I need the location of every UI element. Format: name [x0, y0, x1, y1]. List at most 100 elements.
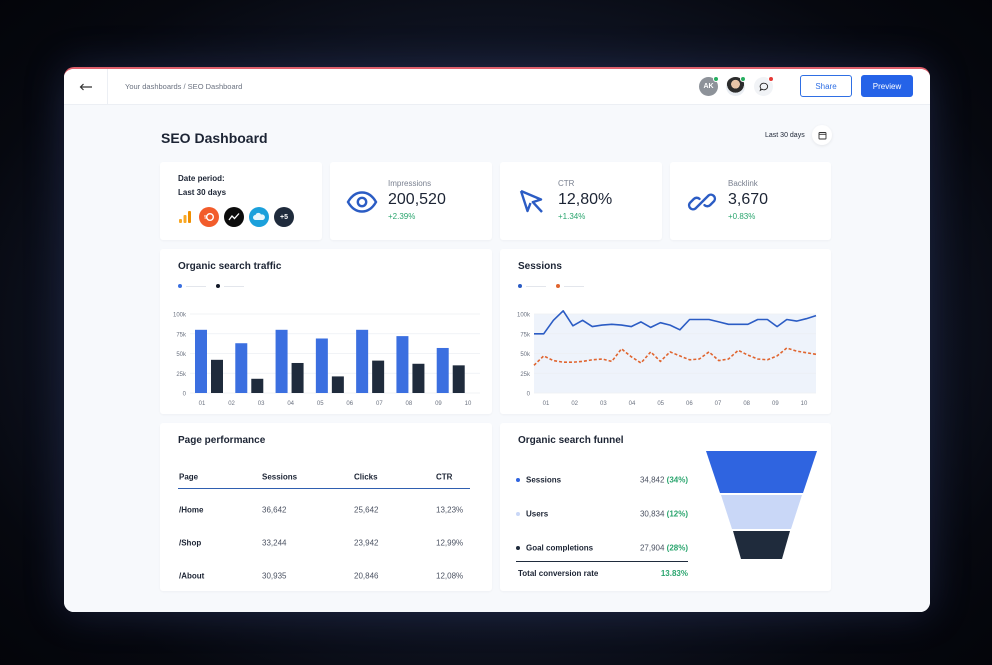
kpi-label: Backlink: [728, 179, 758, 188]
sessions-card: Sessions 0 25k 50k 75k 100k 01 02 03 04 05 06 07 08 0…: [500, 249, 831, 414]
date-period-label: Date period:: [178, 174, 225, 183]
table-row[interactable]: /Shop 33,244 23,942 12,99%: [178, 526, 470, 559]
legend-dot: [516, 478, 520, 482]
date-period-value: Last 30 days: [178, 188, 227, 197]
sessions-cell: 33,244: [262, 538, 287, 547]
clicks-cell: 20,846: [354, 571, 379, 580]
avatar-user-photo[interactable]: [726, 76, 746, 96]
dashboard-content: SEO Dashboard Last 30 days Date period: …: [64, 105, 930, 612]
avatar-ak[interactable]: AK: [699, 76, 719, 96]
svg-text:06: 06: [346, 401, 353, 407]
total-conversion-label: Total conversion rate: [518, 569, 599, 578]
back-button[interactable]: [64, 69, 108, 105]
table-row[interactable]: /Home 36,642 25,642 13,23%: [178, 493, 470, 526]
table-header: Page Sessions Clicks CTR: [178, 465, 470, 489]
google-analytics-icon[interactable]: [176, 207, 194, 227]
svg-text:01: 01: [543, 401, 550, 407]
funnel-chart: [706, 451, 817, 559]
column-header[interactable]: Page: [179, 472, 199, 481]
kpi-delta: +2.39%: [388, 212, 416, 221]
date-picker-button[interactable]: [812, 125, 832, 145]
funnel-segment-users: [721, 495, 802, 529]
funnel-item-goal-completions: Goal completions 27,904 (28%): [516, 531, 688, 565]
funnel-percent: (34%): [666, 475, 688, 485]
funnel-legend: Sessions 34,842 (34%) Users 30,834 (12%)…: [516, 463, 688, 565]
funnel-label: Sessions: [526, 475, 562, 485]
legend-item[interactable]: [216, 284, 244, 288]
svg-text:25k: 25k: [176, 372, 187, 378]
card-title: Page performance: [178, 435, 266, 446]
organic-funnel-card: Organic search funnel Sessions 34,842 (3…: [500, 423, 831, 591]
card-title: Sessions: [518, 261, 562, 272]
funnel-segment-sessions: [706, 451, 817, 493]
page-title: SEO Dashboard: [161, 130, 268, 146]
organic-traffic-bar-chart: 0 25k 50k 75k 100k 01 02 03 04 05 06 07 08 09 10: [173, 313, 480, 407]
page-performance-table: Page Sessions Clicks CTR /Home 36,642 25…: [178, 465, 470, 592]
column-header[interactable]: CTR: [436, 472, 453, 481]
funnel-percent: (12%): [666, 509, 688, 519]
svg-text:06: 06: [686, 401, 693, 407]
svg-text:07: 07: [715, 401, 722, 407]
share-button[interactable]: Share: [800, 75, 852, 97]
svg-text:03: 03: [600, 401, 607, 407]
card-title: Organic search traffic: [178, 261, 282, 272]
trend-icon[interactable]: [224, 207, 244, 227]
salesforce-icon[interactable]: [249, 207, 269, 227]
kpi-value: 3,670: [728, 191, 769, 208]
svg-text:50k: 50k: [520, 352, 531, 358]
funnel-label: Goal completions: [526, 543, 594, 553]
date-range-label[interactable]: Last 30 days: [765, 132, 805, 139]
eye-icon: [346, 191, 378, 213]
svg-text:02: 02: [228, 401, 235, 407]
arrow-left-icon: [79, 83, 92, 91]
svg-text:01: 01: [199, 401, 206, 407]
page-performance-card: Page performance Page Sessions Clicks CT…: [160, 423, 492, 591]
page-cell: /Shop: [179, 538, 202, 547]
funnel-percent: (28%): [666, 543, 688, 553]
svg-text:03: 03: [258, 401, 265, 407]
preview-button[interactable]: Preview: [861, 75, 913, 97]
more-sources-badge[interactable]: +5: [274, 207, 294, 227]
table-row[interactable]: /About 30,935 20,846 12,08%: [178, 559, 470, 592]
chart-legend: [178, 284, 244, 288]
semrush-icon[interactable]: [199, 207, 219, 227]
date-period-card: Date period: Last 30 days +5: [160, 162, 322, 240]
svg-text:04: 04: [629, 401, 636, 407]
sessions-line-chart: 0 25k 50k 75k 100k 01 02 03 04 05 06 07 08 09 10: [517, 309, 817, 407]
online-status-dot: [713, 76, 719, 82]
column-header[interactable]: Sessions: [262, 472, 298, 481]
funnel-value: 27,904: [639, 543, 665, 553]
legend-item[interactable]: [556, 284, 584, 288]
sessions-cell: 36,642: [262, 505, 287, 514]
svg-text:08: 08: [406, 401, 413, 407]
svg-text:25k: 25k: [520, 372, 531, 378]
avatar-initials: AK: [703, 83, 714, 90]
total-conversion-row: Total conversion rate 13.83%: [516, 561, 688, 583]
top-bar: Your dashboards / SEO Dashboard AK Share…: [64, 69, 930, 105]
backlink-card: Backlink 3,670 +0.83%: [670, 162, 831, 240]
svg-text:75k: 75k: [176, 332, 187, 338]
clicks-cell: 23,942: [354, 538, 379, 547]
svg-text:09: 09: [772, 401, 779, 407]
total-conversion-value: 13.83%: [660, 569, 688, 578]
cursor-icon: [519, 189, 543, 213]
svg-text:08: 08: [743, 401, 750, 407]
sessions-cell: 30,935: [262, 571, 287, 580]
svg-text:0: 0: [527, 392, 531, 398]
svg-text:100k: 100k: [173, 313, 187, 319]
kpi-label: CTR: [558, 179, 575, 188]
svg-text:10: 10: [801, 401, 808, 407]
organic-traffic-card: Organic search traffic 0 25k 50k 75k 100k 01 0…: [160, 249, 492, 414]
comments-button[interactable]: [754, 76, 774, 96]
legend-item[interactable]: [178, 284, 206, 288]
kpi-value: 12,80%: [558, 191, 613, 208]
legend-dot: [516, 512, 520, 516]
kpi-value: 200,520: [388, 191, 446, 208]
funnel-value: 34,842: [639, 475, 665, 485]
funnel-segment-goal-completions: [733, 531, 790, 559]
svg-text:09: 09: [435, 401, 442, 407]
legend-item[interactable]: [518, 284, 546, 288]
column-header[interactable]: Clicks: [354, 472, 378, 481]
svg-text:07: 07: [376, 401, 383, 407]
breadcrumb[interactable]: Your dashboards / SEO Dashboard: [125, 82, 243, 91]
